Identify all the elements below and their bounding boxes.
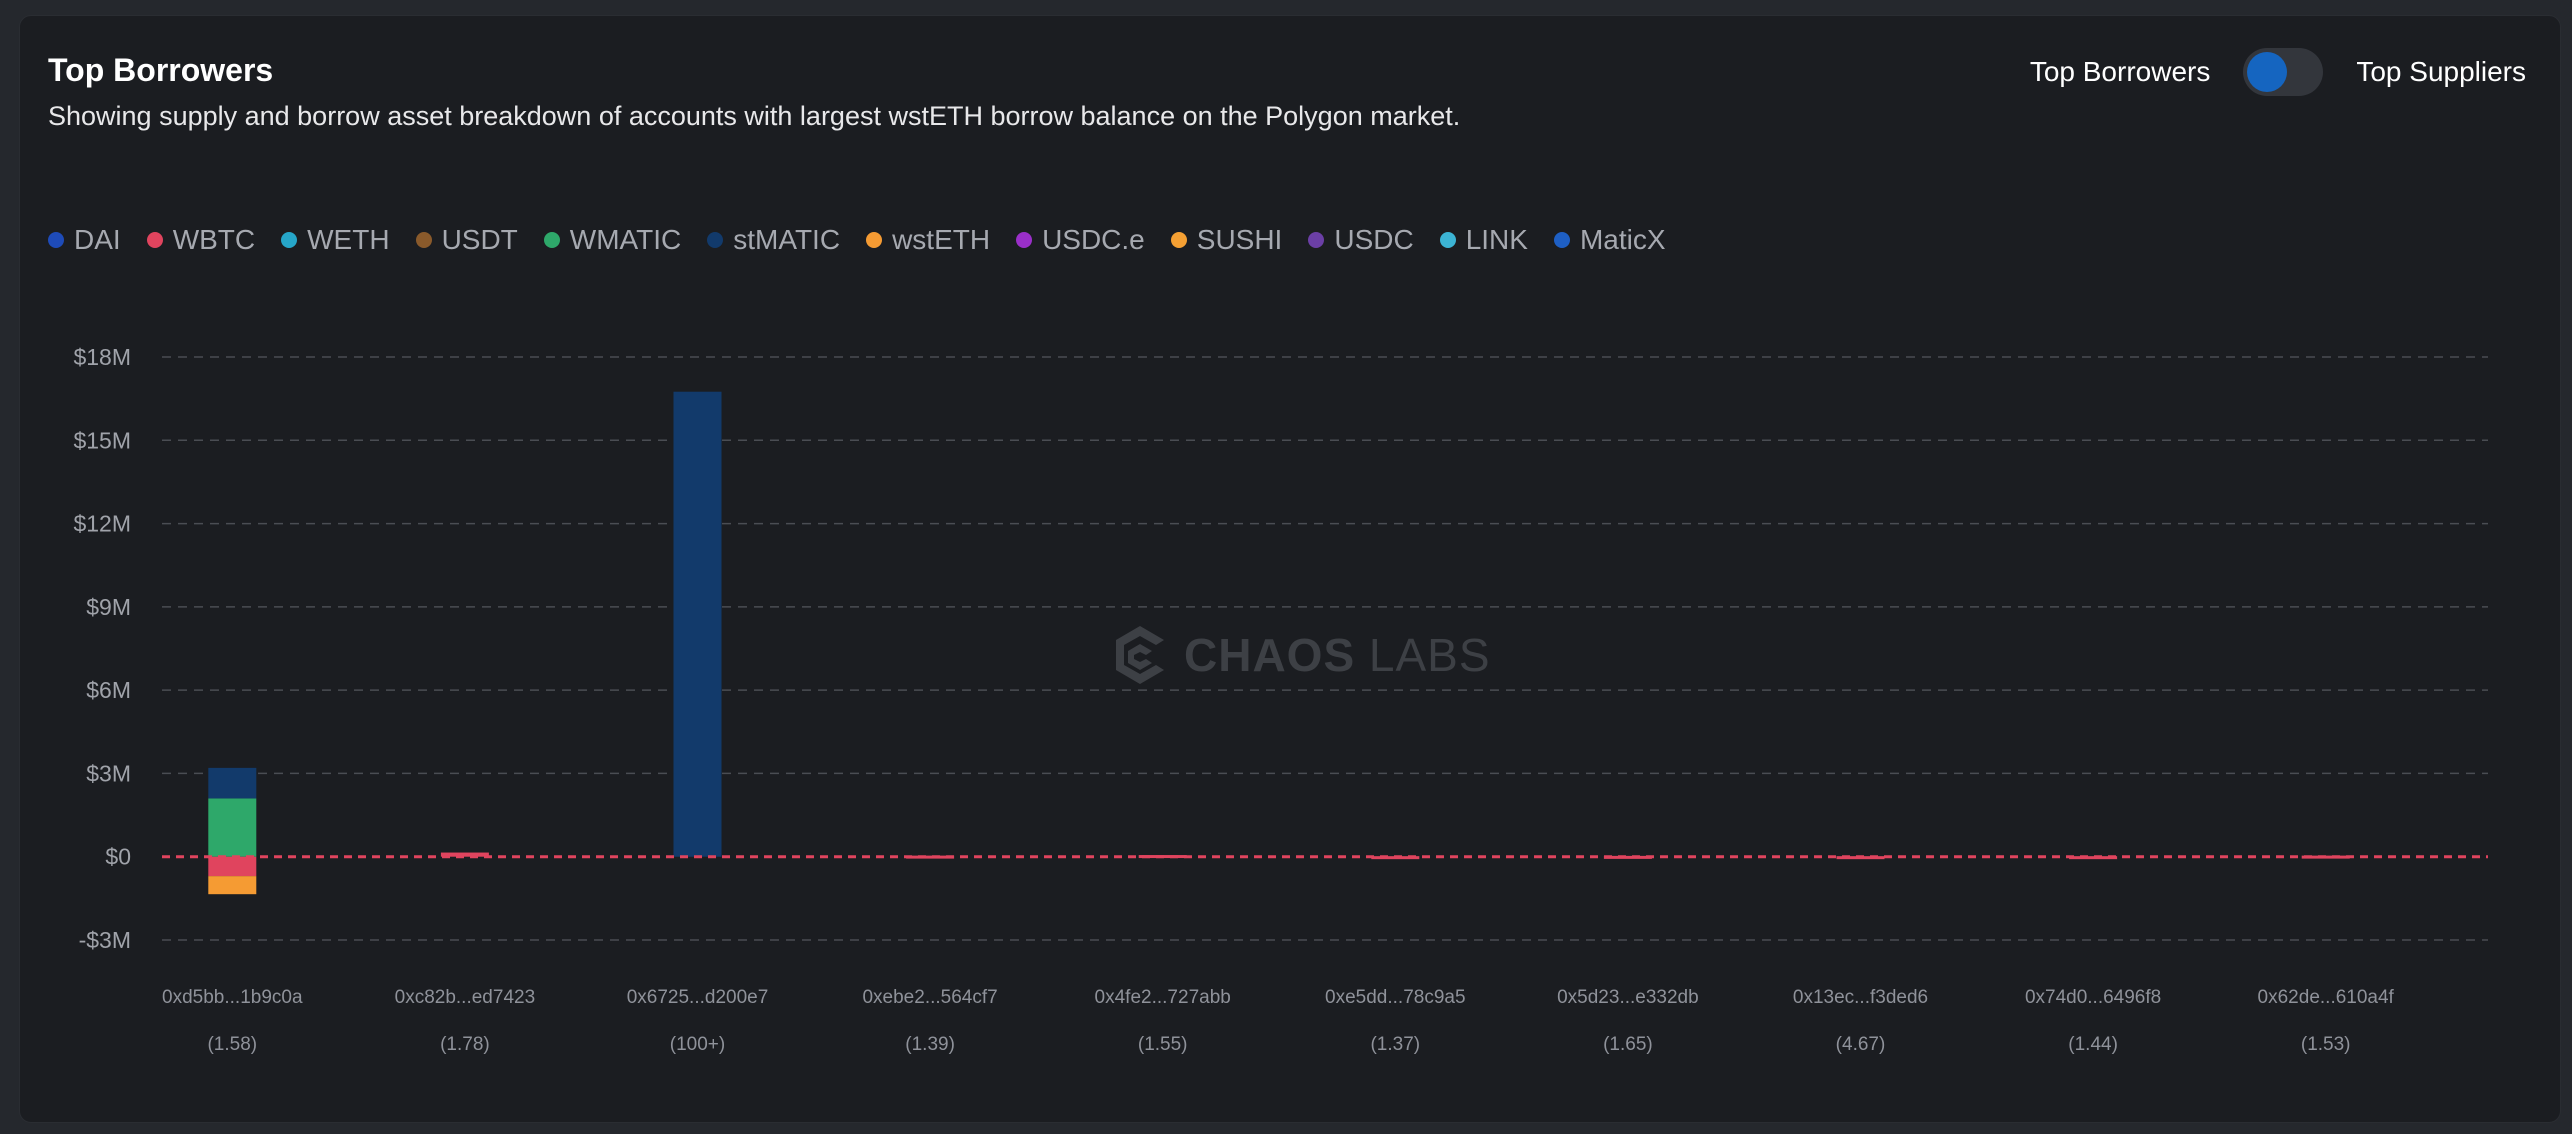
- y-tick-label: $15M: [73, 427, 131, 453]
- toggle-label-top-borrowers[interactable]: Top Borrowers: [2029, 56, 2211, 87]
- x-tick-label: 0xebe2...564cf7: [862, 987, 997, 1008]
- y-tick-label: -$3M: [79, 927, 131, 953]
- legend-label: USDT: [441, 224, 518, 255]
- x-tick-sublabel: (1.78): [440, 1034, 490, 1055]
- legend-item-dai[interactable]: DAI: [48, 224, 121, 256]
- x-tick-sublabel: (1.55): [1138, 1034, 1188, 1055]
- legend-label: SUSHI: [1196, 224, 1283, 255]
- legend-label: USDC: [1334, 224, 1414, 255]
- y-tick-label: $6M: [86, 677, 131, 703]
- x-tick-label: 0x6725...d200e7: [627, 987, 769, 1008]
- legend-dot: [281, 232, 298, 248]
- legend-dot: [48, 232, 64, 248]
- legend-label: DAI: [74, 224, 121, 255]
- legend-item-link[interactable]: LINK: [1439, 224, 1528, 256]
- bar-segment-wbtc: [440, 852, 489, 857]
- legend-item-usdc-e[interactable]: USDC.e: [1016, 224, 1145, 256]
- y-tick-label: $12M: [73, 511, 131, 537]
- bar-segment-wbtc: [1603, 855, 1652, 859]
- x-tick-label: 0x74d0...6496f8: [2025, 987, 2161, 1008]
- legend-item-wmatic[interactable]: WMATIC: [543, 224, 682, 256]
- watermark-text: CHAOS LABS: [1184, 629, 1491, 681]
- bar-segment-stmatic: [208, 767, 257, 799]
- legend-label: LINK: [1465, 224, 1528, 255]
- legend-dot: [866, 232, 883, 248]
- legend-dot: [707, 232, 724, 248]
- legend-item-sushi[interactable]: SUSHI: [1170, 224, 1283, 256]
- chaos-labs-watermark: CHAOS LABS: [1110, 622, 1491, 688]
- x-tick-sublabel: (100+): [670, 1034, 725, 1055]
- bar-segment-wbtc: [208, 856, 257, 877]
- borrowers-suppliers-toggle-group: Top Borrowers Top Suppliers: [2030, 48, 2526, 96]
- toggle-label-top-suppliers[interactable]: Top Suppliers: [2356, 56, 2526, 87]
- legend-item-wbtc[interactable]: WBTC: [146, 224, 256, 256]
- bar-segment-wbtc: [906, 855, 955, 859]
- legend-dot: [1553, 232, 1570, 248]
- bar-segment-wsteth: [208, 876, 257, 895]
- legend-item-wsteth[interactable]: wstETH: [866, 224, 990, 256]
- bar-segment-wbtc: [2069, 856, 2118, 860]
- y-tick-label: $3M: [86, 760, 131, 786]
- x-tick-label: 0x13ec...f3ded6: [1793, 987, 1928, 1008]
- legend-label: WETH: [307, 224, 390, 255]
- chart-subtitle: Showing supply and borrow asset breakdow…: [48, 101, 1461, 131]
- chart-title: Top Borrowers: [48, 52, 274, 88]
- legend-dot: [1439, 232, 1456, 248]
- legend-item-usdt[interactable]: USDT: [415, 224, 518, 256]
- bar-segment-stmatic: [673, 391, 722, 857]
- chaos-labs-logo-icon: [1116, 626, 1164, 684]
- top-borrowers-card: [19, 15, 2561, 1123]
- y-tick-label: $18M: [73, 344, 131, 370]
- legend-item-stmatic[interactable]: stMATIC: [707, 224, 840, 256]
- x-tick-label: 0xd5bb...1b9c0a: [162, 987, 303, 1008]
- x-tick-sublabel: (1.44): [2068, 1034, 2118, 1055]
- legend-label: stMATIC: [733, 224, 841, 255]
- legend-dot: [1016, 232, 1033, 248]
- x-tick-label: 0x4fe2...727abb: [1095, 987, 1231, 1008]
- x-tick-sublabel: (1.65): [1603, 1034, 1653, 1055]
- legend-item-weth[interactable]: WETH: [281, 224, 390, 256]
- y-tick-label: $0: [105, 844, 131, 870]
- x-tick-label: 0x5d23...e332db: [1557, 987, 1699, 1008]
- x-tick-sublabel: (1.37): [1370, 1034, 1420, 1055]
- legend-item-usdc[interactable]: USDC: [1308, 224, 1414, 256]
- x-tick-label: 0x62de...610a4f: [2258, 987, 2395, 1008]
- legend-dot: [543, 232, 560, 248]
- x-tick-sublabel: (4.67): [1836, 1034, 1886, 1055]
- x-tick-label: 0xe5dd...78c9a5: [1325, 987, 1466, 1008]
- y-tick-label: $9M: [86, 594, 131, 620]
- borrowers-suppliers-toggle[interactable]: [2243, 48, 2324, 96]
- legend-dot: [146, 232, 163, 248]
- x-tick-label: 0xc82b...ed7423: [395, 987, 536, 1008]
- bar-segment-wmatic: [208, 798, 257, 857]
- legend-label: WBTC: [172, 224, 256, 255]
- chart-legend: DAI WBTC WETH USDT WMATIC stMATIC wstETH USDC.e…: [48, 224, 1666, 256]
- legend-label: USDC.e: [1042, 224, 1145, 255]
- legend-label: MaticX: [1579, 224, 1666, 255]
- legend-label: WMATIC: [569, 224, 682, 255]
- legend-label: wstETH: [892, 224, 991, 255]
- legend-dot: [1308, 232, 1325, 248]
- x-tick-sublabel: (1.39): [905, 1034, 955, 1055]
- legend-dot: [1170, 232, 1187, 248]
- x-tick-sublabel: (1.53): [2301, 1034, 2351, 1055]
- legend-item-maticx[interactable]: MaticX: [1553, 224, 1666, 256]
- toggle-knob: [2247, 52, 2288, 92]
- x-tick-sublabel: (1.58): [207, 1034, 257, 1055]
- legend-dot: [415, 232, 432, 248]
